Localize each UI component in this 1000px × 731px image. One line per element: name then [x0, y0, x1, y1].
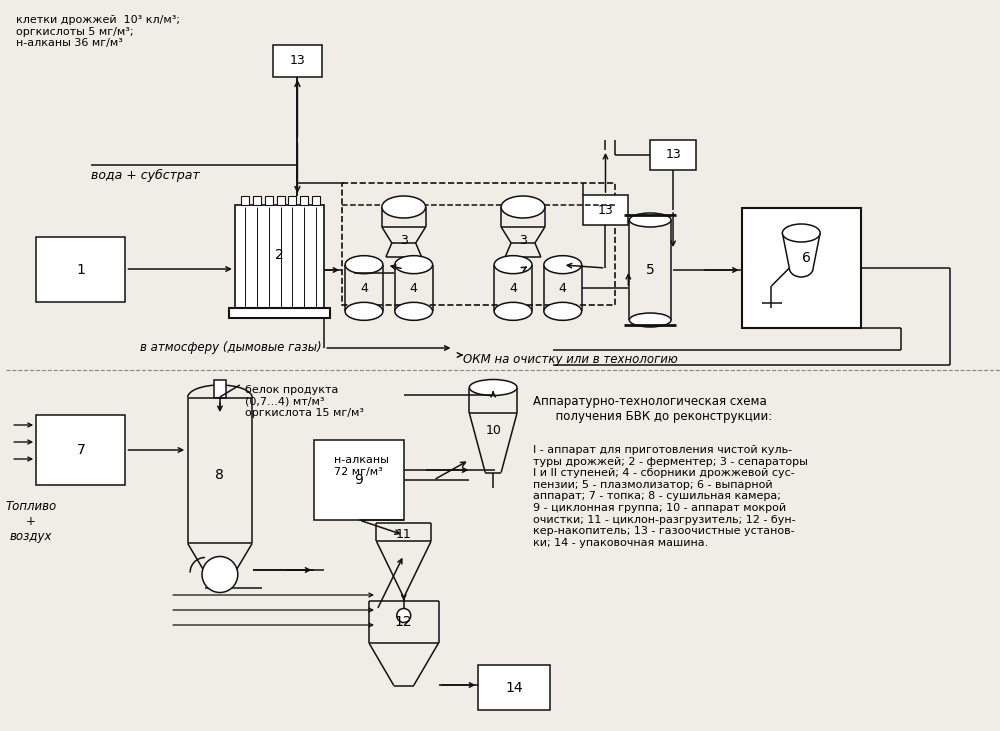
Ellipse shape	[382, 196, 426, 218]
Text: 10: 10	[485, 423, 501, 436]
Text: 12: 12	[395, 615, 413, 629]
FancyBboxPatch shape	[650, 140, 696, 170]
Text: 13: 13	[665, 148, 681, 162]
Text: 4: 4	[559, 281, 567, 295]
Text: 7: 7	[76, 443, 85, 457]
Text: белок продукта
(0,7...4) мт/м³
оргкислота 15 мг/м³: белок продукта (0,7...4) мт/м³ оргкислот…	[245, 385, 364, 418]
FancyBboxPatch shape	[36, 237, 126, 302]
Text: в атмосферу (дымовые газы): в атмосферу (дымовые газы)	[140, 341, 322, 355]
Text: I - аппарат для приготовления чистой куль-
туры дрожжей; 2 - ферментер; 3 - сепа: I - аппарат для приготовления чистой кул…	[533, 445, 808, 548]
Text: 4: 4	[509, 281, 517, 295]
Text: 5: 5	[646, 263, 655, 277]
FancyBboxPatch shape	[742, 208, 861, 328]
Text: Аппаратурно-технологическая схема
      получения БВК до реконструкции:: Аппаратурно-технологическая схема получе…	[533, 395, 772, 423]
FancyBboxPatch shape	[214, 379, 226, 398]
FancyBboxPatch shape	[478, 665, 550, 710]
FancyBboxPatch shape	[314, 440, 404, 520]
Ellipse shape	[544, 303, 582, 320]
Text: 13: 13	[290, 55, 305, 67]
Text: 3: 3	[519, 233, 527, 246]
Text: 8: 8	[215, 468, 224, 482]
Ellipse shape	[501, 196, 545, 218]
FancyBboxPatch shape	[36, 415, 126, 485]
Ellipse shape	[544, 256, 582, 273]
Text: 9: 9	[355, 473, 363, 487]
Text: 1: 1	[76, 262, 85, 276]
FancyBboxPatch shape	[235, 205, 324, 310]
FancyBboxPatch shape	[265, 196, 273, 205]
Text: 11: 11	[396, 529, 412, 542]
FancyBboxPatch shape	[288, 196, 296, 205]
Ellipse shape	[629, 213, 671, 227]
Text: ОКМ на очистку или в технологию: ОКМ на очистку или в технологию	[463, 354, 678, 366]
FancyBboxPatch shape	[300, 196, 308, 205]
Ellipse shape	[345, 303, 383, 320]
FancyBboxPatch shape	[312, 196, 320, 205]
Ellipse shape	[395, 303, 433, 320]
Text: 6: 6	[802, 251, 811, 265]
Circle shape	[202, 556, 238, 593]
Circle shape	[397, 608, 411, 623]
Ellipse shape	[494, 303, 532, 320]
Text: н-алканы
72 мг/м³: н-алканы 72 мг/м³	[334, 455, 389, 477]
Ellipse shape	[395, 256, 433, 273]
Text: 4: 4	[410, 281, 418, 295]
Text: 3: 3	[400, 233, 408, 246]
Text: Топливо
+
воздух: Топливо + воздух	[5, 500, 57, 543]
FancyBboxPatch shape	[241, 196, 249, 205]
Text: 2: 2	[275, 248, 284, 262]
Text: вода + субстрат: вода + субстрат	[91, 168, 199, 181]
Ellipse shape	[782, 224, 820, 242]
Text: 13: 13	[598, 203, 613, 216]
FancyBboxPatch shape	[229, 308, 330, 318]
Ellipse shape	[345, 256, 383, 273]
FancyBboxPatch shape	[253, 196, 261, 205]
FancyBboxPatch shape	[273, 45, 322, 77]
Text: 14: 14	[505, 681, 523, 694]
Text: 4: 4	[360, 281, 368, 295]
FancyBboxPatch shape	[277, 196, 285, 205]
Ellipse shape	[494, 256, 532, 273]
Text: клетки дрожжей  10³ кл/м³;
оргкислоты 5 мг/м³;
н-алканы 36 мг/м³: клетки дрожжей 10³ кл/м³; оргкислоты 5 м…	[16, 15, 180, 48]
Ellipse shape	[469, 379, 517, 395]
FancyBboxPatch shape	[583, 195, 628, 225]
Ellipse shape	[629, 313, 671, 327]
